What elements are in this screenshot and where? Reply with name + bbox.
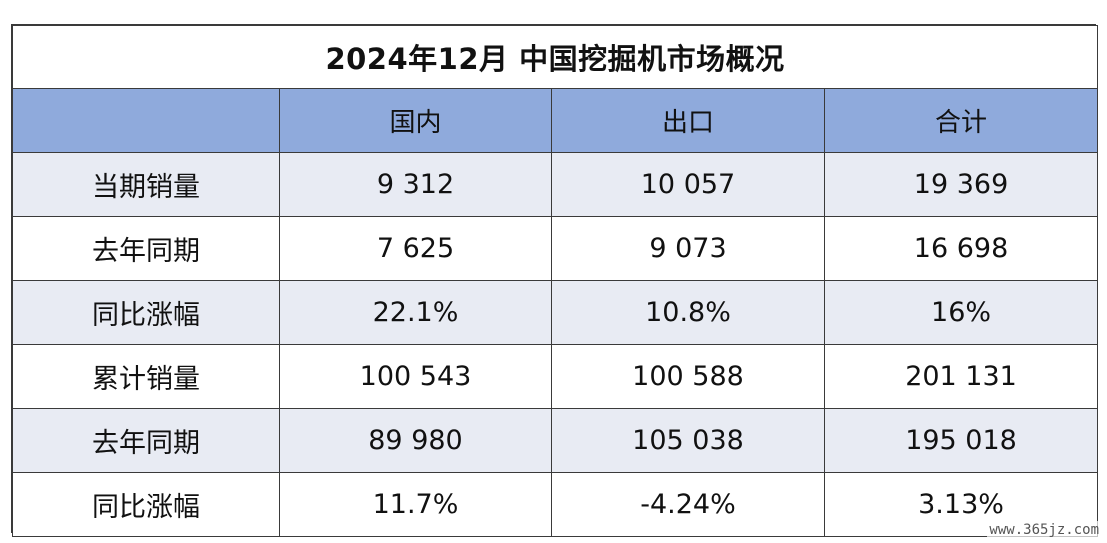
cell-total: 16 698 [823, 216, 1099, 281]
market-overview-table-wrapper: 2024年12月 中国挖掘机市场概况 国内 出口 合计 当期销量 9 312 1… [11, 24, 1099, 537]
cell-export: 9 073 [551, 216, 825, 281]
row-label: 同比涨幅 [12, 280, 280, 345]
table-row: 去年同期 89 980 105 038 195 018 [12, 408, 1099, 473]
cell-total: 195 018 [823, 408, 1099, 473]
row-label: 当期销量 [12, 152, 280, 217]
row-label: 去年同期 [12, 408, 280, 473]
cell-total: 201 131 [823, 344, 1099, 409]
cell-total: 19 369 [823, 152, 1099, 217]
site-watermark: www.365jz.com [987, 521, 1101, 539]
cell-export: -4.24% [551, 472, 825, 537]
cell-total: 3.13% [823, 472, 1099, 537]
table-row: 当期销量 9 312 10 057 19 369 [12, 152, 1099, 217]
cell-total: 16% [823, 280, 1099, 345]
header-export: 出口 [551, 88, 825, 153]
cell-domestic: 11.7% [279, 472, 552, 537]
cell-export: 10 057 [551, 152, 825, 217]
cell-domestic: 7 625 [279, 216, 552, 281]
table-title: 2024年12月 中国挖掘机市场概况 [11, 25, 1099, 89]
cell-domestic: 89 980 [279, 408, 552, 473]
cell-export: 10.8% [551, 280, 825, 345]
header-domestic: 国内 [279, 88, 552, 153]
cell-export: 100 588 [551, 344, 825, 409]
row-label: 去年同期 [12, 216, 280, 281]
cell-domestic: 100 543 [279, 344, 552, 409]
header-total: 合计 [823, 88, 1099, 153]
table-header-row: 国内 出口 合计 [12, 88, 1099, 153]
row-label: 累计销量 [12, 344, 280, 409]
row-label: 同比涨幅 [12, 472, 280, 537]
table-row: 去年同期 7 625 9 073 16 698 [12, 216, 1099, 281]
table-title-row: 2024年12月 中国挖掘机市场概况 [11, 25, 1099, 89]
table-row: 累计销量 100 543 100 588 201 131 [12, 344, 1099, 409]
cell-export: 105 038 [551, 408, 825, 473]
header-corner-cell [12, 88, 280, 153]
table-row: 同比涨幅 11.7% -4.24% 3.13% [12, 472, 1099, 537]
table-row: 同比涨幅 22.1% 10.8% 16% [12, 280, 1099, 345]
cell-domestic: 22.1% [279, 280, 552, 345]
cell-domestic: 9 312 [279, 152, 552, 217]
market-overview-table: 2024年12月 中国挖掘机市场概况 国内 出口 合计 当期销量 9 312 1… [11, 25, 1099, 537]
